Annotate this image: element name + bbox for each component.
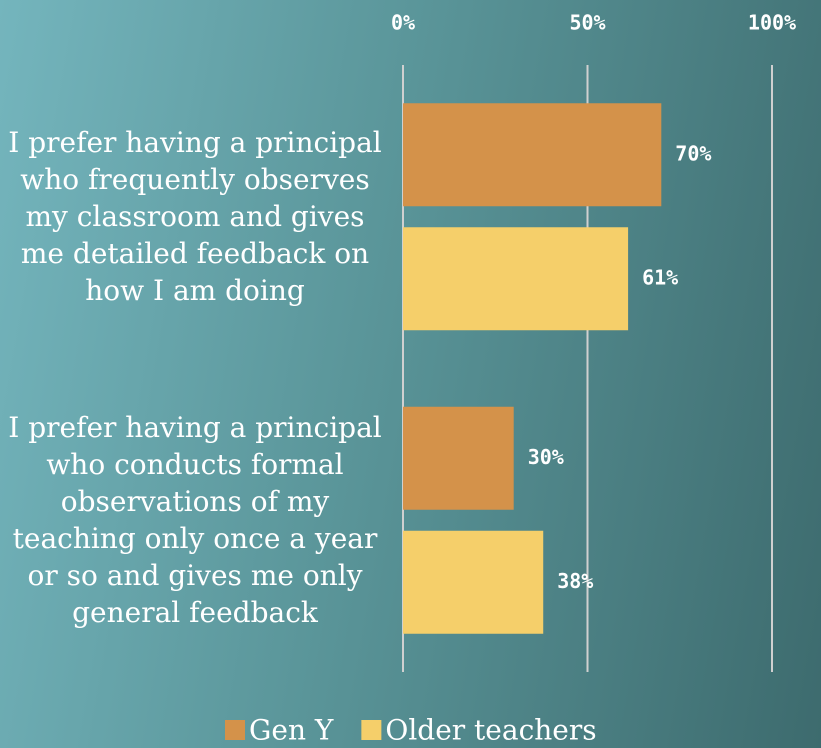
legend-swatch (361, 720, 382, 740)
bar (403, 227, 629, 331)
category-label: I prefer having a principal who conducts… (8, 411, 382, 630)
value-label: 38% (557, 569, 593, 593)
legend-label: Older teachers (385, 714, 596, 747)
bar (403, 103, 662, 207)
bar (403, 530, 544, 634)
x-tick-label: 100% (748, 11, 796, 35)
bar (403, 406, 514, 510)
value-label: 30% (528, 445, 564, 469)
legend-swatch (225, 720, 245, 740)
legend-label: Gen Y (249, 714, 334, 747)
value-label: 70% (675, 141, 711, 165)
value-label: 61% (642, 265, 678, 289)
x-tick-label: 50% (569, 11, 605, 35)
x-tick-label: 0% (391, 11, 415, 35)
category-label: I prefer having a principal who frequent… (8, 126, 382, 308)
